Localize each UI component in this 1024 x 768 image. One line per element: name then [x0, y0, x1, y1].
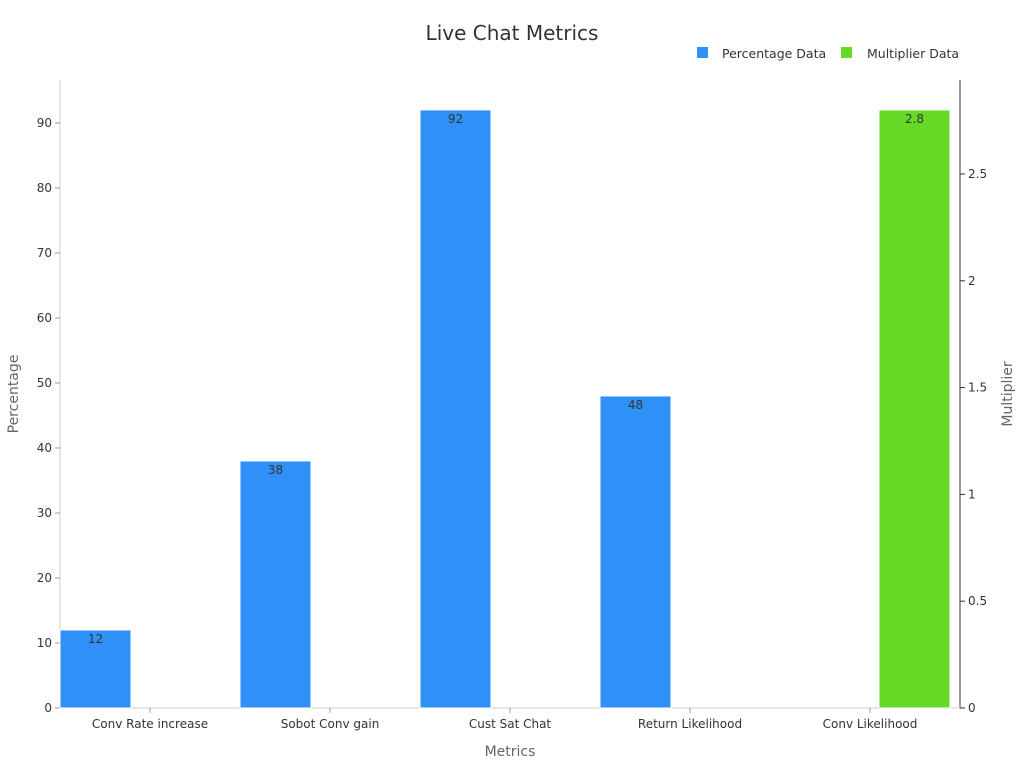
left-tick-label: 30: [37, 506, 52, 520]
left-tick-label: 70: [37, 246, 52, 260]
left-tick-label: 50: [37, 376, 52, 390]
legend-swatch-percentage: [697, 47, 708, 58]
left-tick-label: 90: [37, 116, 52, 130]
right-tick-label: 1: [968, 487, 976, 501]
left-tick-label: 10: [37, 636, 52, 650]
right-tick-label: 0: [968, 701, 976, 715]
legend-label-multiplier: Multiplier Data: [867, 46, 959, 61]
legend-item-percentage[interactable]: Percentage Data: [697, 46, 826, 61]
x-tick-label: Sobot Conv gain: [281, 717, 380, 731]
left-axis-title: Percentage: [6, 355, 22, 434]
right-tick-label: 1.5: [968, 381, 987, 395]
x-axis-title: Metrics: [485, 744, 536, 760]
right-tick-label: 0.5: [968, 594, 987, 608]
multiplier-bar: [878, 109, 951, 709]
right-axis-title: Multiplier: [1000, 361, 1016, 427]
legend-label-percentage: Percentage Data: [722, 46, 826, 61]
left-tick-label: 60: [37, 311, 52, 325]
percentage-bar: [599, 395, 672, 709]
left-tick-label: 80: [37, 181, 52, 195]
percentage-bar: [419, 109, 492, 709]
x-tick-label: Conv Likelihood: [823, 717, 918, 731]
percentage-bar: [239, 460, 312, 709]
right-tick-label: 2.5: [968, 167, 987, 181]
percentage-data-label: 92: [448, 112, 463, 126]
x-tick-label: Conv Rate increase: [92, 717, 208, 731]
percentage-data-label: 38: [268, 463, 283, 477]
left-tick-label: 0: [44, 701, 52, 715]
chart-title: Live Chat Metrics: [426, 21, 599, 45]
legend: Percentage Data Multiplier Data: [697, 46, 959, 61]
x-tick-label: Cust Sat Chat: [469, 717, 552, 731]
plot-area: 0 10 20 30 40 50 60 70 80 90 0 0.5 1 1.5 2 2.5 Conv Rate…: [37, 80, 987, 731]
multiplier-data-label: 2.8: [905, 112, 924, 126]
legend-item-multiplier[interactable]: Multiplier Data: [841, 46, 959, 61]
legend-swatch-multiplier: [841, 47, 852, 58]
right-tick-label: 2: [968, 274, 976, 288]
x-tick-label: Return Likelihood: [638, 717, 742, 731]
percentage-data-label: 48: [628, 398, 643, 412]
left-tick-label: 40: [37, 441, 52, 455]
left-tick-label: 20: [37, 571, 52, 585]
percentage-bar: [59, 629, 132, 709]
percentage-data-label: 12: [88, 632, 103, 646]
